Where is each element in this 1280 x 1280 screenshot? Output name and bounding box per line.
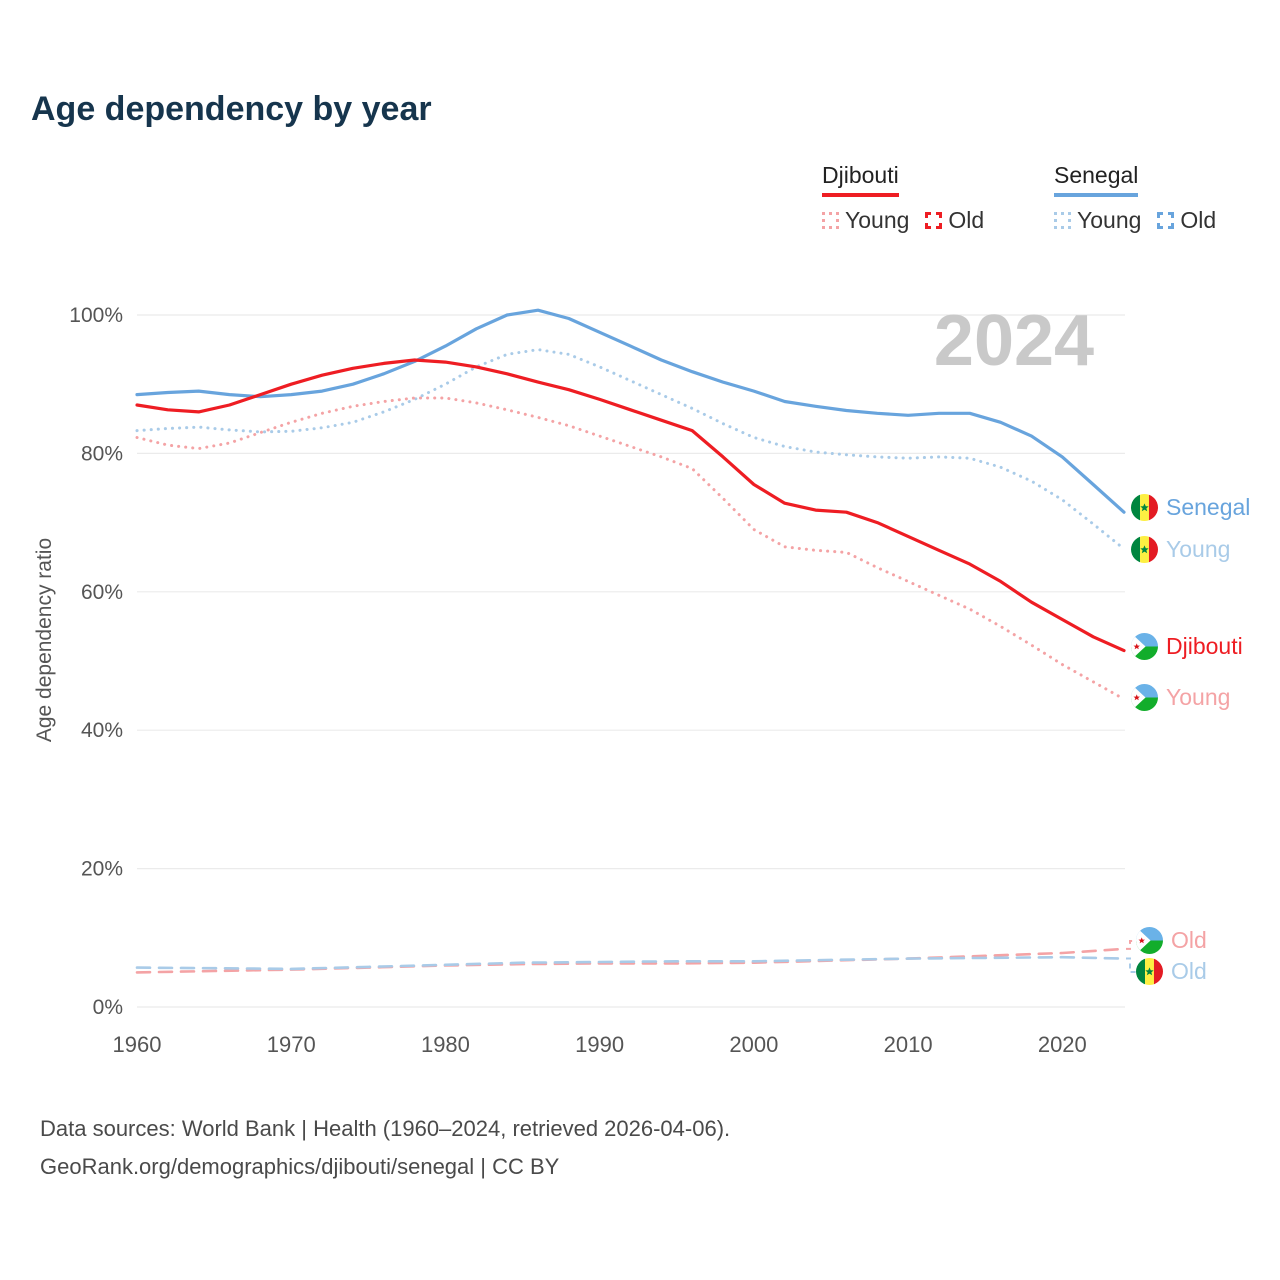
x-tick-label: 2020 bbox=[1038, 1032, 1087, 1057]
y-tick-label: 100% bbox=[69, 304, 123, 327]
legend-djibouti-old-label: Old bbox=[948, 207, 985, 233]
page-title: Age dependency by year bbox=[31, 90, 432, 128]
series-label-djibouti-old: Old bbox=[1136, 927, 1207, 954]
legend: Djibouti Young Old Senegal Young bbox=[822, 162, 1216, 234]
series-label-senegal: Senegal bbox=[1131, 494, 1250, 521]
x-tick-label: 2010 bbox=[884, 1032, 933, 1057]
series-line-senegal-old bbox=[135, 955, 1126, 971]
x-tick-label: 2000 bbox=[729, 1032, 778, 1057]
y-tick-label: 0% bbox=[93, 996, 123, 1019]
dotted-line-swatch-icon bbox=[822, 212, 839, 229]
senegal-flag-icon bbox=[1131, 536, 1158, 563]
legend-djibouti-old[interactable]: Old bbox=[925, 207, 984, 234]
series-label-senegal-young-text: Young bbox=[1166, 536, 1231, 562]
senegal-flag-icon bbox=[1131, 494, 1158, 521]
djibouti-flag-icon bbox=[1131, 684, 1158, 711]
dotted-line-swatch-icon bbox=[1054, 212, 1071, 229]
legend-row-djibouti: Young Old bbox=[822, 207, 1018, 234]
series-label-djibouti-old-text: Old bbox=[1171, 927, 1207, 953]
legend-row-senegal: Young Old bbox=[1054, 207, 1216, 234]
series-label-djibouti: Djibouti bbox=[1131, 633, 1243, 660]
series-label-djibouti-text: Djibouti bbox=[1166, 633, 1243, 659]
senegal-flag-icon bbox=[1136, 958, 1163, 985]
footer: Data sources: World Bank | Health (1960–… bbox=[40, 1110, 730, 1186]
series-label-senegal-old-text: Old bbox=[1171, 958, 1207, 984]
series-line-djibouti-young bbox=[135, 396, 1126, 701]
dashed-line-swatch-icon bbox=[1157, 212, 1175, 229]
djibouti-flag-icon bbox=[1131, 633, 1158, 660]
y-tick-label: 60% bbox=[81, 581, 123, 604]
djibouti-flag-icon bbox=[1136, 927, 1163, 954]
y-tick-label: 20% bbox=[81, 858, 123, 881]
dashed-line-swatch-icon bbox=[925, 212, 943, 229]
connector-senegal-old bbox=[1126, 957, 1136, 973]
legend-djibouti-young[interactable]: Young bbox=[822, 207, 909, 234]
x-tick-label: 1960 bbox=[113, 1032, 162, 1057]
legend-group-djibouti: Djibouti Young Old bbox=[822, 162, 1018, 234]
x-tick-label: 1980 bbox=[421, 1032, 470, 1057]
series-line-djibouti-total bbox=[135, 358, 1126, 653]
legend-senegal-old-label: Old bbox=[1180, 207, 1217, 233]
series-label-djibouti-young: Young bbox=[1131, 684, 1230, 711]
legend-senegal-header[interactable]: Senegal bbox=[1054, 162, 1139, 197]
x-tick-label: 1990 bbox=[575, 1032, 624, 1057]
series-label-senegal-text: Senegal bbox=[1166, 494, 1251, 520]
legend-djibouti-young-label: Young bbox=[845, 207, 910, 233]
y-tick-label: 40% bbox=[81, 719, 123, 742]
y-axis-label: Age dependency ratio bbox=[33, 537, 56, 743]
series-line-senegal-young bbox=[135, 348, 1126, 551]
legend-senegal-old[interactable]: Old bbox=[1157, 207, 1216, 234]
y-tick-label: 80% bbox=[81, 442, 123, 465]
x-tick-label: 1970 bbox=[267, 1032, 316, 1057]
legend-senegal-young-label: Young bbox=[1077, 207, 1142, 233]
watermark-year: 2024 bbox=[934, 301, 1094, 381]
series-label-senegal-old: Old bbox=[1136, 958, 1207, 985]
legend-group-senegal: Senegal Young Old bbox=[1054, 162, 1216, 234]
connector-djibouti-old bbox=[1126, 940, 1136, 950]
legend-senegal-young[interactable]: Young bbox=[1054, 207, 1141, 234]
legend-djibouti-header[interactable]: Djibouti bbox=[822, 162, 899, 197]
series-line-senegal-total bbox=[135, 308, 1126, 514]
series-label-djibouti-young-text: Young bbox=[1166, 684, 1231, 710]
data-source-line: Data sources: World Bank | Health (1960–… bbox=[40, 1116, 731, 1141]
attribution-line: GeoRank.org/demographics/djibouti/senega… bbox=[40, 1154, 560, 1179]
series-label-senegal-young: Young bbox=[1131, 536, 1230, 563]
